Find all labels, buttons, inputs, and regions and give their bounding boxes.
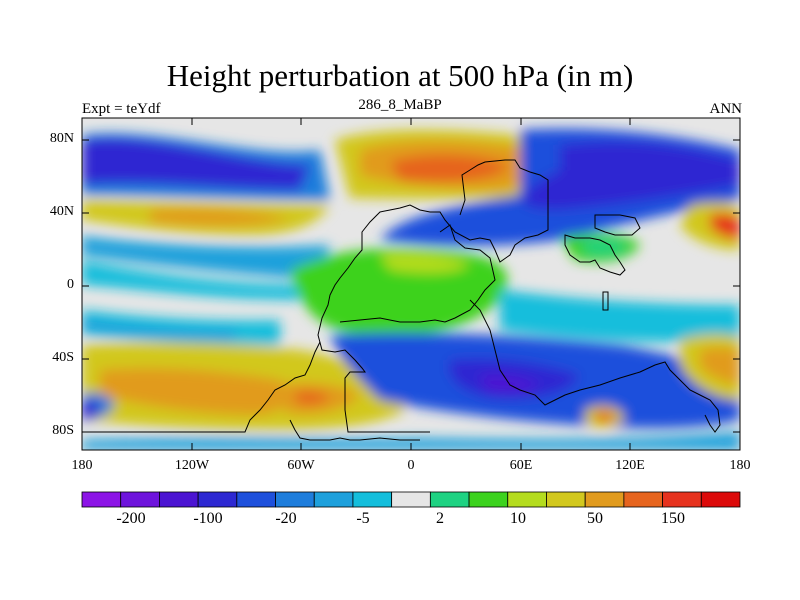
colorbar-swatch — [429, 491, 470, 508]
colorbar-swatch — [159, 491, 199, 508]
lon-tick-label: 60E — [509, 458, 533, 473]
lon-tick-label: 180 — [71, 458, 93, 473]
colorbar-label: -100 — [193, 510, 223, 527]
chart-title: Height perturbation at 500 hPa (in m) — [166, 58, 634, 93]
lat-tick-label: 40S — [52, 350, 74, 365]
colorbar — [81, 491, 741, 508]
colorbar-swatch — [275, 491, 315, 508]
colorbar-swatch — [623, 491, 663, 508]
colorbar-swatch — [120, 491, 160, 508]
period-label: 286_8_MaBP — [358, 97, 442, 113]
colorbar-swatch — [507, 491, 547, 508]
colorbar-swatch — [546, 491, 586, 508]
lat-tick-label: 0 — [67, 277, 74, 292]
colorbar-label: 150 — [661, 510, 685, 527]
colorbar-swatch — [391, 491, 431, 508]
colorbar-swatch — [81, 491, 122, 508]
colorbar-label: -200 — [116, 510, 146, 527]
lat-tick-label: 80N — [49, 131, 74, 146]
colorbar-swatch — [197, 491, 238, 508]
colorbar-swatch — [662, 491, 702, 508]
lon-tick-label: 0 — [407, 458, 415, 473]
lon-tick-label: 120W — [174, 458, 210, 473]
coastlines — [82, 159, 721, 441]
lon-tick-label: 60W — [287, 458, 315, 473]
lon-tick-label: 180 — [729, 458, 751, 473]
colorbar-label: -20 — [275, 510, 297, 527]
colorbar-label: 50 — [587, 510, 603, 527]
experiment-label: Expt = teYdf — [82, 101, 161, 117]
lat-tick-label: 80S — [52, 423, 74, 438]
colorbar-swatch — [236, 491, 276, 508]
colorbar-swatch — [352, 491, 393, 508]
lat-tick-label: 40N — [49, 204, 74, 219]
colorbar-swatch — [700, 491, 741, 508]
tick-marks — [82, 118, 740, 450]
season-label: ANN — [709, 101, 743, 117]
colorbar-swatch — [584, 491, 625, 508]
colorbar-swatch — [313, 491, 354, 508]
colorbar-label: 2 — [436, 510, 444, 527]
lon-tick-label: 120E — [615, 458, 645, 473]
colorbar-swatch — [468, 491, 509, 508]
colorbar-label: 10 — [510, 510, 526, 527]
colorbar-label: -5 — [356, 510, 370, 527]
contour-fill-field — [82, 118, 740, 450]
